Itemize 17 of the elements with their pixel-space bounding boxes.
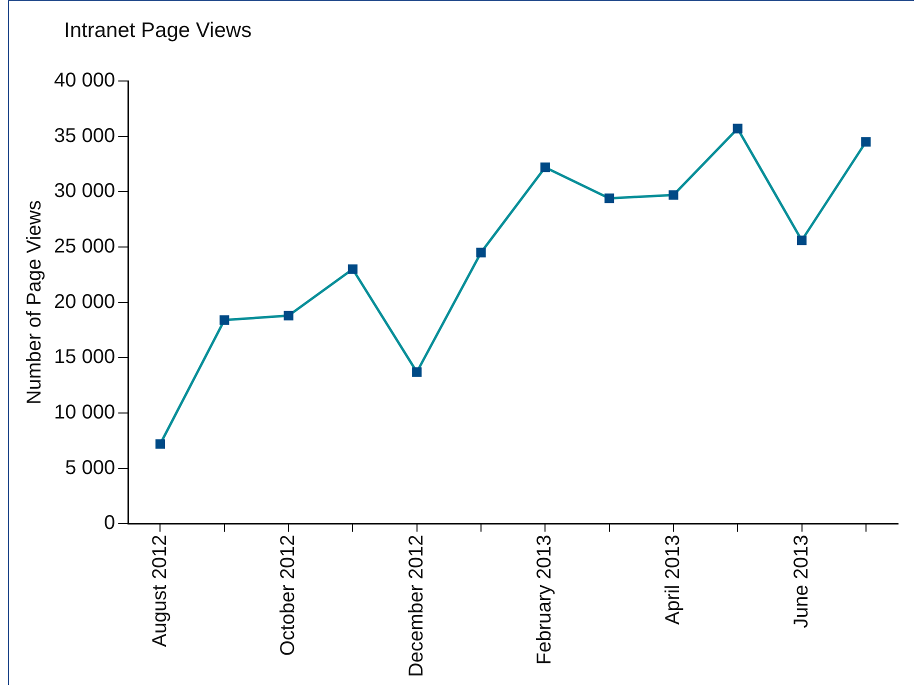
y-tick-label: 30 000 (54, 180, 116, 202)
y-tick-label: 20 000 (54, 290, 116, 313)
x-tick-label: August 2012 (148, 534, 171, 648)
chart-title: Intranet Page Views (64, 19, 252, 43)
x-tick-label: February 2013 (534, 534, 556, 665)
y-tick-label: 25 000 (54, 236, 116, 258)
x-tick-label: December 2012 (405, 534, 428, 678)
y-tick-label: 0 (104, 512, 116, 534)
y-tick-label: 35 000 (54, 124, 116, 147)
y-tick-label: 5 000 (65, 456, 116, 479)
y-axis-title: Number of Page Views (24, 200, 46, 404)
y-tick-label: 10 000 (54, 402, 116, 424)
x-tick-label: June 2013 (790, 534, 812, 628)
y-tick-label: 15 000 (54, 346, 116, 368)
x-tick-label: April 2013 (662, 534, 684, 625)
x-tick-label: October 2012 (277, 534, 300, 656)
y-tick-label: 40 000 (54, 70, 116, 92)
